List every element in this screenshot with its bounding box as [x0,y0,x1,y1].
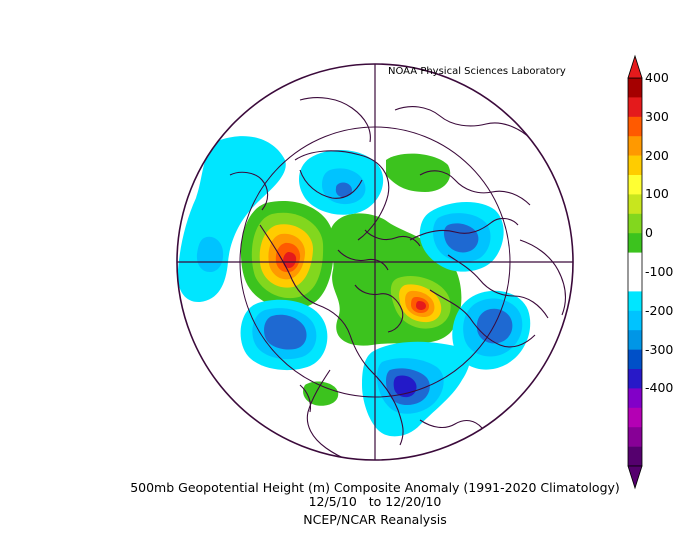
negative-anomaly-europe [419,201,504,272]
negative-anomaly-central-pacific [240,299,328,371]
colorbar-tick-label: 300 [645,108,669,124]
hemisphere-boundary [176,63,574,461]
meridian-lines [177,64,573,460]
colorbar-bottom-arrow [627,465,643,490]
colorbar-segment [628,194,642,215]
colorbar-segment [628,272,642,292]
colorbar-tick-label: 100 [645,186,669,202]
colorbar-segment [628,252,642,273]
colorbar-segment [628,78,642,98]
colorbar-tick-label: -300 [645,341,674,357]
colorbar-segment [628,427,642,447]
colorbar-tick-label: 0 [645,225,653,241]
colorbar-segment [628,407,642,428]
colorbar-segment [628,369,642,389]
colorbar-top-arrow [627,54,643,79]
negative-anomaly-north-atlantic [362,341,470,437]
colorbar-segment [628,291,642,312]
colorbar-tick-label: -200 [645,302,674,318]
colorbar-segment [628,97,642,118]
colorbar-segment [628,136,642,156]
colorbar-segment [628,330,642,350]
colorbar-segment [628,155,642,176]
colorbar-segment [628,388,642,409]
credit-text: NOAA Physical Sciences Laboratory [388,66,566,77]
negative-anomaly-siberia [298,149,384,215]
colorbar-segment [628,116,642,137]
coastlines [229,97,567,460]
colorbar-tick-label: 200 [645,147,669,163]
map-caption-title: 500mb Geopotential Height (m) Composite … [130,480,620,495]
colorbar-tick-label: -100 [645,264,674,279]
polar-map [177,97,567,460]
map-caption-source: NCEP/NCAR Reanalysis [303,512,447,527]
colorbar-segment [628,446,642,467]
colorbar-segment [628,175,642,195]
colorbar [627,54,643,490]
positive-anomaly-west-na [240,200,334,310]
colorbar-segment [628,213,642,234]
colorbar-tick-label: 400 [645,70,669,85]
colorbar-segment [628,233,642,253]
colorbar-tick-label: -400 [645,380,674,396]
colorbar-segment [628,310,642,331]
colorbar-segment [628,349,642,370]
map-caption-dates: 12/5/10 to 12/20/10 [308,494,442,509]
